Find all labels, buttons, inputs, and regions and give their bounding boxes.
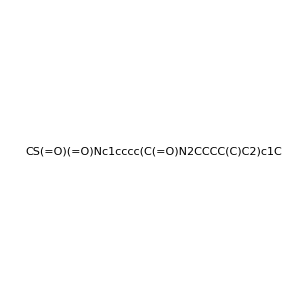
- Text: CS(=O)(=O)Nc1cccc(C(=O)N2CCCC(C)C2)c1C: CS(=O)(=O)Nc1cccc(C(=O)N2CCCC(C)C2)c1C: [26, 146, 282, 157]
